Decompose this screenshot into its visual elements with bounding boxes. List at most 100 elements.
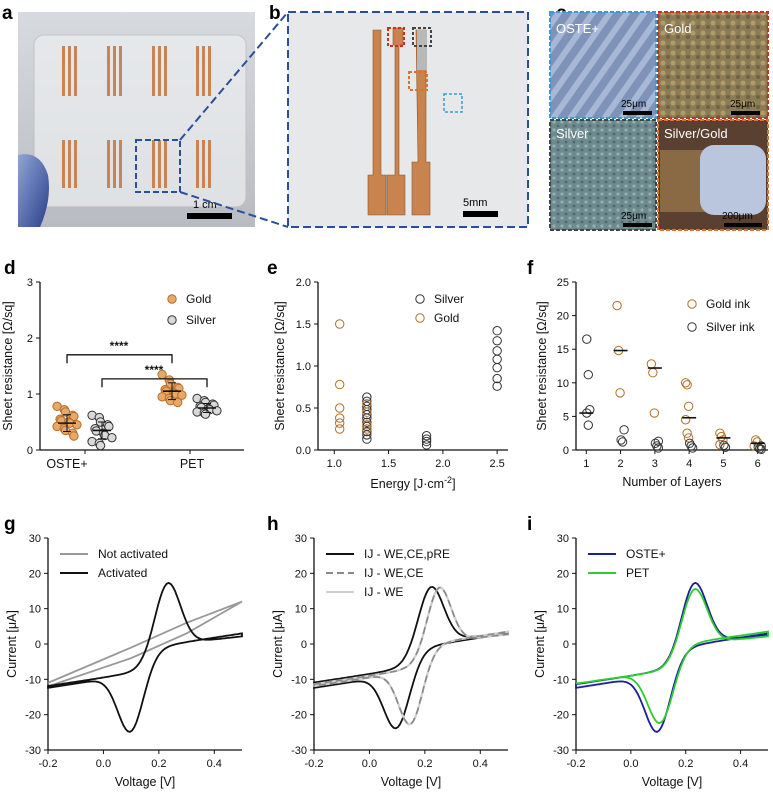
e-ylabel: Sheet resistance [Ω/sq] [273, 301, 287, 431]
e-point [362, 417, 372, 427]
g-xtick-label: 0.0 [96, 758, 111, 770]
panel-label-a: a [2, 3, 13, 24]
e-point [492, 336, 502, 346]
f-point [720, 442, 731, 453]
f-point [680, 378, 691, 388]
tile-label-oste: OSTE+ [556, 21, 599, 36]
f-point [585, 404, 595, 415]
h-ytick-label: 10 [295, 604, 307, 616]
e-point [362, 434, 372, 444]
electrode-array-bottom [62, 140, 211, 188]
g-xlabel: Voltage [V] [115, 775, 175, 789]
f-point [582, 334, 592, 344]
g-ytick-label: -30 [25, 745, 41, 757]
e-ytick-label: 1.5 [296, 319, 311, 331]
i-legend-label: OSTE+ [626, 547, 666, 561]
f-point [616, 435, 626, 445]
g-ytick-label: 0 [35, 639, 41, 651]
f-xtick-label: 2 [618, 458, 624, 470]
f-point [682, 380, 692, 390]
h-legend-label: IJ - WE [364, 585, 403, 599]
f-chart: 0 5 10 15 20 25 Sheet resistance [Ω/sq] 1 2 3 4 5 6 N… [535, 277, 768, 489]
box-silvergold-b [408, 71, 428, 91]
g-ytick-label: 20 [29, 568, 41, 580]
h-series-line [313, 585, 509, 730]
e-point [362, 424, 372, 434]
f-ytick-label: 0 [563, 445, 569, 457]
box-silver-b [412, 27, 432, 47]
h-chart: -30 -20 -10 0 10 20 30 Current [μA] -0.2 0.0 0.2 0.… [271, 533, 510, 789]
tile-silver [549, 119, 657, 231]
d-sig-bracket [66, 354, 173, 364]
panel-label-d: d [4, 258, 16, 279]
f-ytick-label: 5 [563, 411, 569, 423]
scale-bar-a [187, 213, 232, 219]
f-ytick-label: 10 [557, 378, 569, 390]
h-legend-label: IJ - WE,CE,pRE [364, 547, 450, 561]
d-point [107, 432, 117, 443]
i-ytick-label: 0 [563, 639, 569, 651]
i-xtick-label: 0.4 [733, 758, 748, 770]
g-ytick-label: 10 [29, 604, 41, 616]
d-point [173, 397, 183, 408]
scale-bar-b [463, 211, 498, 217]
h-ytick-label: 0 [301, 639, 307, 651]
g-xtick-label: 0.4 [207, 758, 222, 770]
scale-bar-c4 [724, 223, 762, 227]
panel-label-e: e [267, 258, 278, 279]
g-ylabel: Current [μA] [5, 610, 19, 678]
scale-label-c4: 200μm [722, 211, 753, 222]
f-point [649, 408, 660, 418]
zoom-connector-top [179, 11, 289, 141]
silver-region [700, 145, 766, 215]
f-point [615, 388, 625, 398]
e-ytick-label: 0.0 [296, 445, 311, 457]
i-ytick-label: -20 [553, 710, 569, 722]
panel-label-h: h [267, 514, 279, 535]
scale-label-b: 5mm [463, 197, 487, 209]
panel-label-g: g [4, 514, 16, 535]
g-xtick-label: 0.2 [151, 758, 166, 770]
f-ytick-label: 25 [557, 277, 569, 289]
panel-a: a 1 cm [2, 3, 255, 227]
tile-label-silvergold: Silver/Gold [664, 126, 728, 141]
e-point [492, 326, 502, 336]
f-xtick-label: 5 [720, 458, 726, 470]
panel-b: b 5mm [269, 3, 529, 228]
g-ytick-label: -10 [25, 674, 41, 686]
i-ytick-label: -30 [553, 745, 569, 757]
d-legend-marker [167, 294, 177, 304]
e-chart: 0.0 0.5 1.0 1.5 2.0 Sheet resistance [Ω/sq] 1.… [273, 277, 508, 491]
f-point [683, 401, 694, 412]
i-series-line [575, 581, 769, 733]
scale-bar-c3 [623, 223, 652, 227]
zoom-box-a [135, 139, 181, 193]
e-xlabel-end: ] [452, 477, 455, 491]
scale-label-c3: 25μm [621, 211, 646, 222]
g-series-line [47, 600, 243, 688]
g-ytick-label: 30 [29, 533, 41, 545]
e-point [492, 362, 502, 373]
i-ytick-label: 10 [557, 604, 569, 616]
h-xlabel: Voltage [V] [381, 775, 441, 789]
f-point [617, 437, 628, 447]
e-xtick-label: 1.5 [381, 458, 396, 470]
g-legend-label: Activated [98, 566, 147, 580]
d-ytick-label: 1 [27, 389, 33, 401]
h-ytick-label: -30 [291, 745, 307, 757]
box-oste-b [443, 93, 463, 113]
e-point [492, 346, 502, 356]
f-point [583, 420, 593, 430]
e-point [335, 413, 345, 423]
panel-c: c OSTE+ Gold Silver Silver/Gold 25μm 25μ… [549, 3, 769, 231]
e-point [362, 420, 372, 430]
e-point [421, 434, 432, 444]
d-point [95, 440, 106, 451]
f-point [583, 370, 593, 380]
f-point [687, 443, 698, 453]
e-xtick-label: 2.5 [489, 458, 504, 470]
f-point [612, 300, 622, 311]
e-legend-marker [415, 294, 425, 304]
i-chart: -30 -20 -10 0 10 20 30 Current [μA] -0.2 0.0 0.2 0.… [533, 533, 769, 789]
